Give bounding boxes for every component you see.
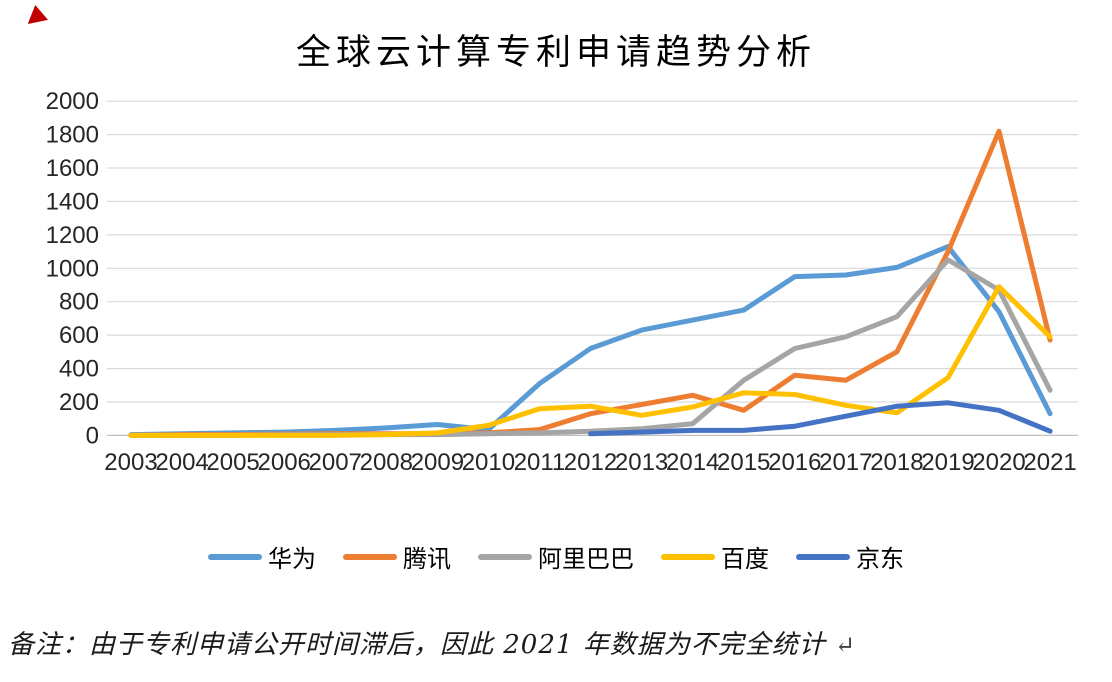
x-tick-label: 2012 [564,449,617,476]
y-tick-label: 1400 [46,188,99,215]
x-tick-label: 2007 [309,449,362,476]
legend-label: 百度 [721,545,769,573]
x-tick-label: 2003 [104,449,157,476]
x-tick-label: 2019 [921,449,974,476]
chart-legend: 华为 腾讯 阿里巴巴 百度 京东 [0,539,1112,574]
series-line-腾讯 [128,128,1053,438]
legend-swatch [343,553,397,560]
legend-swatch [661,553,715,560]
chart-title: 全球云计算专利申请趋势分析 [295,33,816,73]
y-tick-label: 0 [86,422,99,449]
legend-label: 阿里巴巴 [538,545,634,573]
x-tick-label: 2015 [717,449,770,476]
x-tick-label: 2013 [615,449,668,476]
x-tick-label: 2018 [870,449,923,476]
legend-swatch [478,553,532,560]
x-tick-label: 2004 [155,449,208,476]
legend-item: 百度 [661,539,769,574]
y-tick-label: 800 [59,289,99,316]
legend-label: 腾讯 [403,545,451,573]
x-tick-label: 2016 [768,449,821,476]
footnote: 备注：由于专利申请公开时间滞后，因此 2021 年数据为不完全统计 ↵ [8,624,856,661]
y-tick-label: 1200 [46,222,99,249]
legend-item: 华为 [208,539,316,574]
series-line-百度 [128,284,1053,438]
x-axis-labels: 2003200420052006200720082009201020112012… [104,449,1076,476]
legend-item: 阿里巴巴 [478,539,634,574]
x-tick-label: 2009 [411,449,464,476]
x-tick-label: 2010 [462,449,515,476]
x-tick-label: 2005 [206,449,259,476]
legend-item: 腾讯 [343,539,451,574]
x-tick-label: 2014 [666,449,719,476]
x-tick-label: 2008 [360,449,413,476]
x-tick-label: 2011 [514,449,566,476]
legend-label: 京东 [856,545,904,573]
x-tick-label: 2017 [819,449,872,476]
series-line-京东 [588,400,1053,437]
y-tick-label: 1800 [46,122,99,149]
y-tick-label: 1000 [46,255,99,282]
legend-label: 华为 [268,545,316,573]
legend-swatch [796,553,850,560]
y-tick-label: 600 [59,322,99,349]
x-tick-label: 2006 [258,449,311,476]
y-tick-label: 2000 [46,88,99,115]
x-tick-label: 2021 [1023,449,1076,476]
y-tick-label: 400 [59,356,99,383]
x-tick-label: 2020 [972,449,1025,476]
legend-swatch [208,553,262,560]
paragraph-return-icon: ↵ [834,631,857,659]
gridlines [107,100,1078,436]
y-axis-labels: 0 200 400 600 800 1000 1200 1400 1600 1800 2000 [46,88,99,449]
y-tick-label: 200 [59,389,99,416]
y-tick-label: 1600 [46,155,99,182]
footnote-text: 备注：由于专利申请公开时间滞后，因此 2021 年数据为不完全统计 [8,630,835,660]
legend-item: 京东 [796,539,904,574]
